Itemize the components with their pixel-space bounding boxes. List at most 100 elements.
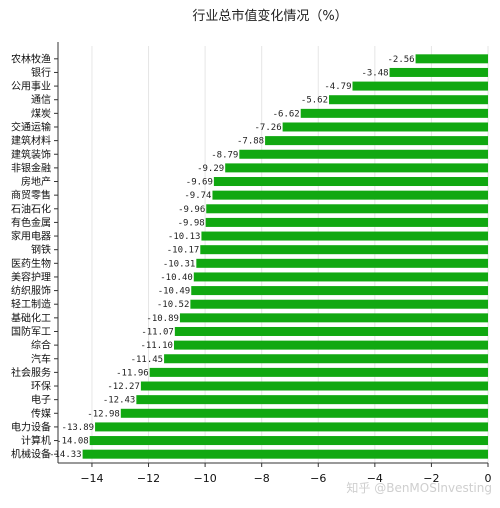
bar [389,67,488,77]
value-labels: -2.56 -3.48 -4.79 -5.62-6.62 -7.26 -7.88 -8.79… [49,55,414,460]
value-label: -12.98 [87,409,120,419]
category-label: 计算机 [21,434,51,447]
value-label: -12.43 [103,396,136,406]
value-label: -7.88 [237,137,264,147]
bar [89,436,489,446]
bars [82,54,489,459]
bar [196,258,489,268]
x-tick-label: −6 [310,472,326,485]
value-label: -11.45 [131,355,164,365]
category-label: 综合 [31,339,51,352]
category-label: 有色金属 [11,216,51,229]
category-label: 汽车 [31,352,51,365]
category-labels: 农林牧渔银行公用事业通信煤炭交通运输建筑材料建筑装饰非银金融房地产商贸零售石油石… [11,52,58,461]
value-label: -6.62 [273,109,300,119]
bar [415,54,488,64]
value-label: -9.98 [178,218,205,228]
axes [57,42,488,464]
category-label: 通信 [31,94,51,106]
value-label: -2.56 [387,55,414,65]
bar [265,136,488,146]
value-label: -12.27 [107,382,140,392]
value-label: -11.07 [141,327,174,337]
value-label: -10.40 [160,273,193,283]
bar [191,286,489,296]
bar [179,313,489,323]
category-label: 纺织服饰 [11,284,51,297]
bar [352,81,488,91]
bar [174,326,489,336]
bar [213,177,488,187]
category-label: 房地产 [21,175,51,188]
value-label: -10.13 [168,232,201,242]
bar [225,163,488,173]
category-label: 交通运输 [11,120,51,133]
value-label: -9.96 [178,205,205,215]
value-label: -4.79 [324,82,351,92]
value-label: -3.48 [361,68,388,78]
value-label: -9.74 [184,191,211,201]
x-tick-label: −4 [367,472,383,485]
bar [149,367,488,377]
bar [205,217,488,227]
value-label: -9.29 [197,164,224,174]
value-label: -10.49 [158,287,191,297]
value-label: -14.33 [49,450,82,460]
category-label: 非银金融 [11,161,51,174]
bar [190,299,489,309]
bar [200,245,488,255]
chart-title: 行业总市值变化情况（%） [192,8,347,24]
category-label: 机械设备 [11,448,51,461]
value-label: -5.62 [301,96,328,106]
value-label: -14.08 [56,437,89,447]
category-label: 电子 [31,393,51,406]
bar [120,408,488,418]
value-label: -11.10 [140,341,173,351]
bar [164,354,489,364]
category-label: 社会服务 [11,366,51,379]
x-tick-label: −8 [254,472,270,485]
value-label: -8.79 [211,150,238,160]
bar [82,449,488,459]
category-label: 传媒 [31,408,51,420]
category-label: 电力设备 [11,420,51,433]
category-label: 基础化工 [11,311,51,324]
x-tick-label: −12 [137,472,160,485]
bar [140,381,488,391]
bar [300,108,488,118]
category-label: 轻工制造 [11,298,51,311]
category-label: 银行 [31,66,51,79]
category-label: 家用电器 [11,230,51,243]
category-label: 环保 [31,380,51,393]
value-label: -11.96 [116,368,149,378]
x-tick-label: 0 [485,472,492,485]
category-label: 医药生物 [11,257,51,270]
bar [136,395,488,405]
bar [212,190,489,200]
x-tick-label: −14 [80,472,103,485]
watermark: 知乎 @BenMOSInvesting [346,481,492,495]
bar [173,340,488,350]
category-label: 建筑材料 [11,134,51,147]
value-label: -7.26 [255,123,282,133]
category-label: 国防军工 [11,325,51,338]
bar [193,272,488,282]
value-label: -13.89 [62,423,95,433]
category-label: 农林牧渔 [11,52,51,65]
category-label: 建筑装饰 [11,148,51,161]
value-label: -9.69 [186,178,213,188]
x-tick-label: −2 [423,472,439,485]
category-label: 商贸零售 [11,189,51,202]
category-label: 石油石化 [11,202,51,215]
category-label: 美容护理 [11,270,51,283]
bar [206,204,488,214]
x-tick-label: −10 [193,472,216,485]
value-label: -10.17 [167,246,200,256]
category-label: 钢铁 [31,243,51,256]
bar [201,231,489,241]
bar [282,122,488,132]
x-ticks: −14 −12 −10 −8 −6 −4 −2 0 [80,463,492,485]
value-label: -10.31 [163,259,196,269]
value-label: -10.52 [157,300,190,310]
